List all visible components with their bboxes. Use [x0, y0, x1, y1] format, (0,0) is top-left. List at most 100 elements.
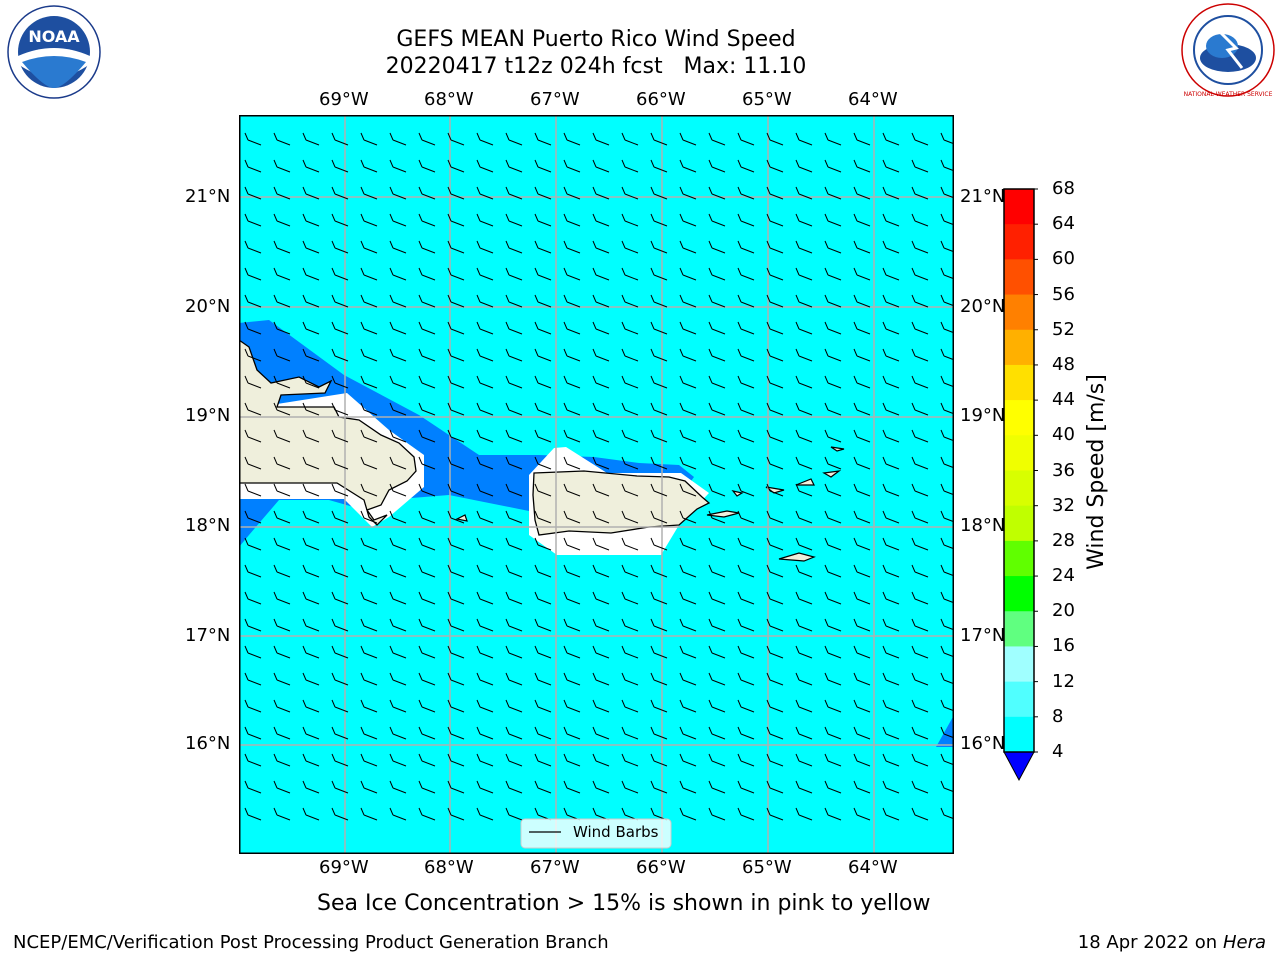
wind-barb: [273, 321, 291, 335]
wind-barb: [737, 348, 755, 362]
wind-barb: [476, 591, 494, 605]
wind-barb: [911, 537, 929, 551]
colorbar-band: [1004, 224, 1034, 260]
wind-barb: [360, 375, 378, 389]
wind-barb: [650, 591, 668, 605]
wind-barb: [505, 753, 523, 767]
wind-barb: [273, 564, 291, 578]
wind-barb: [766, 483, 784, 497]
wind-barb: [911, 753, 929, 767]
virgin-islands: [731, 446, 845, 562]
wind-barb: [505, 186, 523, 200]
lon-tick-bottom-3: 66°W: [636, 857, 686, 878]
wind-barb: [621, 672, 639, 686]
wind-barb: [766, 537, 784, 551]
wind-barb: [679, 456, 697, 470]
wind-barb: [650, 564, 668, 578]
wind-barb: [447, 564, 465, 578]
wind-barb: [505, 564, 523, 578]
wind-barb: [621, 564, 639, 578]
wind-barb: [824, 267, 842, 281]
wind-barb: [795, 132, 813, 146]
wind-barb: [505, 375, 523, 389]
wind-barb: [360, 240, 378, 254]
sea-ice-note: Sea Ice Concentration > 15% is shown in …: [317, 891, 931, 916]
hispaniola-land: [239, 339, 417, 526]
colorbar-band: [1004, 259, 1034, 296]
wind-barb: [679, 618, 697, 632]
wind-barb: [940, 267, 954, 280]
wind-barb: [592, 537, 610, 551]
lat-tick-right-3: 18°N: [960, 515, 1006, 536]
wind-barb: [592, 699, 610, 713]
wind-barb: [882, 402, 900, 416]
wind-barb: [331, 699, 349, 713]
wind-barb: [708, 456, 726, 470]
wind-barb: [476, 537, 494, 551]
wind-barb: [592, 672, 610, 686]
wind-barb: [882, 348, 900, 362]
wind-barb: [476, 348, 494, 362]
wind-barb: [940, 402, 954, 415]
colorbar-label: Wind Speed [m/s]: [1084, 374, 1109, 570]
wind-barb: [302, 348, 320, 362]
wind-barb: [592, 159, 610, 173]
legend-label: Wind Barbs: [573, 823, 659, 841]
chart-title-line2: 20220417 t12z 024h fcst Max: 11.10: [385, 54, 807, 79]
wind-barb: [389, 672, 407, 686]
wind-barb: [505, 240, 523, 254]
wind-barb: [795, 375, 813, 389]
wind-barb: [679, 510, 697, 524]
colorbar-tick-label: 60: [1052, 248, 1075, 270]
wind-barb: [737, 510, 755, 524]
wind-barb: [882, 645, 900, 659]
wind-barb: [795, 699, 813, 713]
wind-barb: [708, 429, 726, 443]
colorbar-tick-label: 32: [1052, 494, 1075, 516]
wind-barb: [679, 564, 697, 578]
wind-barb: [795, 213, 813, 227]
wind-barb: [853, 132, 871, 146]
wind-barb: [331, 240, 349, 254]
wind-barb: [447, 240, 465, 254]
lon-tick-top-2: 67°W: [530, 89, 580, 110]
wind-barb: [795, 672, 813, 686]
wind-barb: [679, 753, 697, 767]
wind-barb: [882, 132, 900, 146]
wind-barb: [476, 483, 494, 497]
wind-barb: [331, 348, 349, 362]
wind-barb: [824, 780, 842, 794]
wind-barb: [621, 240, 639, 254]
wind-barb: [737, 321, 755, 335]
colorbar-band: [1004, 716, 1034, 753]
wind-barb: [911, 645, 929, 659]
wind-barb: [679, 429, 697, 443]
wind-barb: [389, 645, 407, 659]
wind-barb: [244, 159, 262, 173]
wind-barb: [824, 402, 842, 416]
wind-barb: [766, 753, 784, 767]
wind-barb: [679, 483, 697, 497]
wind-barb: [302, 807, 320, 821]
wind-barb: [302, 429, 320, 443]
wind-barb: [679, 267, 697, 281]
wind-barb: [563, 159, 581, 173]
wind-barb: [853, 186, 871, 200]
wind-barb: [505, 267, 523, 281]
wind-barb: [795, 807, 813, 821]
footer-branch: NCEP/EMC/Verification Post Processing Pr…: [13, 932, 609, 953]
wind-barb: [679, 402, 697, 416]
lon-tick-top-0: 69°W: [319, 89, 369, 110]
wind-barb: [679, 348, 697, 362]
wind-barb: [273, 645, 291, 659]
wind-barb: [273, 510, 291, 524]
colorbar-tick-label: 20: [1052, 600, 1075, 622]
wind-barb: [911, 429, 929, 443]
colorbar-tick-label: 36: [1052, 459, 1075, 481]
wind-barb: [534, 375, 552, 389]
wind-barb: [563, 537, 581, 551]
wind-barb: [853, 645, 871, 659]
wind-barb: [679, 240, 697, 254]
wind-barb: [737, 807, 755, 821]
colorbar-band: [1004, 435, 1034, 471]
